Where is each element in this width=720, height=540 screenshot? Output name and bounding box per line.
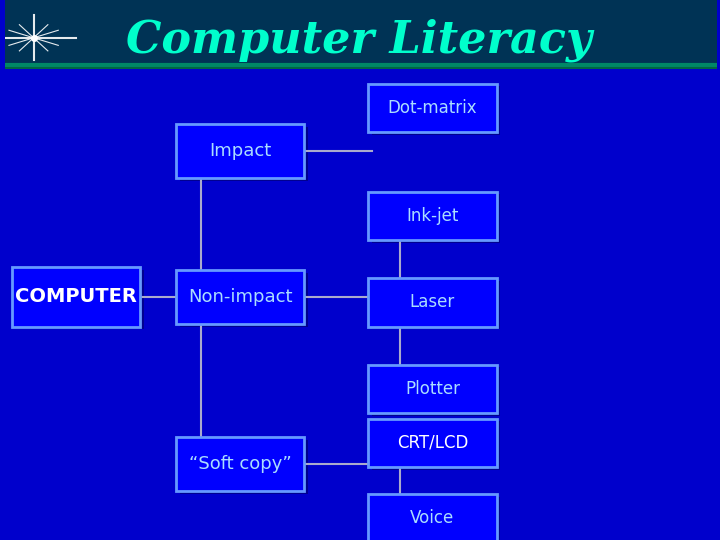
Text: “Soft copy”: “Soft copy” [189, 455, 292, 474]
Text: Non-impact: Non-impact [188, 288, 292, 306]
Text: Dot-matrix: Dot-matrix [387, 99, 477, 117]
Text: Ink-jet: Ink-jet [406, 207, 459, 225]
FancyBboxPatch shape [176, 124, 305, 178]
Text: COMPUTER: COMPUTER [15, 287, 138, 307]
FancyBboxPatch shape [369, 418, 497, 467]
Text: Computer Literacy: Computer Literacy [126, 19, 592, 62]
Text: Impact: Impact [209, 142, 271, 160]
FancyBboxPatch shape [176, 270, 305, 324]
FancyBboxPatch shape [179, 440, 307, 494]
FancyBboxPatch shape [5, 0, 717, 65]
FancyBboxPatch shape [179, 127, 307, 181]
FancyBboxPatch shape [369, 84, 497, 132]
FancyBboxPatch shape [369, 278, 497, 327]
FancyBboxPatch shape [372, 421, 500, 470]
Text: Laser: Laser [410, 293, 455, 312]
FancyBboxPatch shape [16, 270, 144, 329]
FancyBboxPatch shape [369, 192, 497, 240]
FancyBboxPatch shape [372, 497, 500, 540]
FancyBboxPatch shape [372, 194, 500, 243]
FancyBboxPatch shape [372, 86, 500, 135]
Text: CRT/LCD: CRT/LCD [397, 434, 468, 452]
Text: Plotter: Plotter [405, 380, 460, 398]
FancyBboxPatch shape [179, 273, 307, 327]
FancyBboxPatch shape [369, 494, 497, 540]
Text: Voice: Voice [410, 509, 454, 528]
FancyBboxPatch shape [369, 364, 497, 413]
FancyBboxPatch shape [372, 281, 500, 329]
FancyBboxPatch shape [372, 367, 500, 416]
FancyBboxPatch shape [176, 437, 305, 491]
FancyBboxPatch shape [12, 267, 140, 327]
